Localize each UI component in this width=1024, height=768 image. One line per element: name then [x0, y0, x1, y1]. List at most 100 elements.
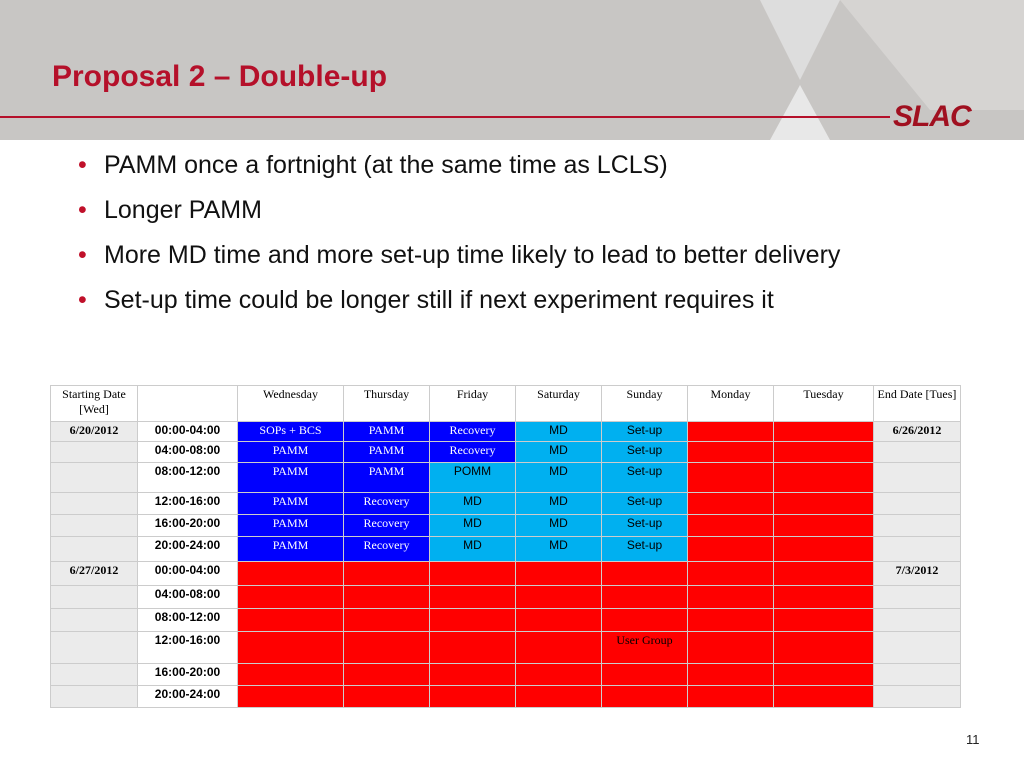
table-cell: 16:00-20:00 [137, 514, 238, 537]
table-cell: MD [429, 514, 516, 537]
table-cell: Recovery [343, 514, 430, 537]
table-cell [237, 608, 344, 632]
table-cell [773, 514, 874, 537]
logo: SLAC [893, 100, 972, 133]
table-cell [343, 685, 430, 708]
table-cell: 7/3/2012 [873, 561, 961, 586]
bullet: More MD time and more set-up time likely… [78, 233, 938, 278]
table-body: 6/20/2012 00:00-04:00 SOPs + BCS PAMM Recove… [50, 421, 961, 708]
table-cell: PAMM [237, 536, 344, 562]
table-cell: 6/27/2012 [50, 561, 138, 586]
table-cell: Recovery [429, 441, 516, 463]
table-cell [687, 421, 774, 442]
table-cell: MD [515, 421, 602, 442]
table-cell: MD [515, 441, 602, 463]
table-cell [773, 421, 874, 442]
table-cell [687, 536, 774, 562]
table-cell: 12:00-16:00 [137, 492, 238, 515]
column-header: Tuesday [773, 385, 874, 422]
table-cell [687, 514, 774, 537]
table-cell [687, 462, 774, 493]
table-cell [343, 608, 430, 632]
table-cell: PAMM [343, 462, 430, 493]
table-row: 16:00-20:00 PAMM Recovery MD MD Set-up [50, 514, 961, 537]
table-row: 20:00-24:00 [50, 685, 961, 708]
table-cell [237, 561, 344, 586]
column-header: Monday [687, 385, 774, 422]
schedule-table: Starting Date [Wed] Wednesday Thursday Frid… [50, 385, 961, 708]
table-cell [50, 663, 138, 686]
table-row: 12:00-16:00 User Group [50, 631, 961, 664]
table-cell [873, 492, 961, 515]
table-cell: Recovery [343, 536, 430, 562]
table-cell: SOPs + BCS [237, 421, 344, 442]
table-cell: 08:00-12:00 [137, 608, 238, 632]
table-cell [429, 631, 516, 664]
table-cell [50, 514, 138, 537]
column-header: Saturday [515, 385, 602, 422]
table-cell: Recovery [429, 421, 516, 442]
table-cell [873, 441, 961, 463]
table-cell [237, 663, 344, 686]
table-cell [873, 663, 961, 686]
table-cell [873, 585, 961, 609]
table-cell [773, 492, 874, 515]
table-cell [50, 462, 138, 493]
table-cell [687, 492, 774, 515]
table-cell [873, 462, 961, 493]
table-cell [873, 514, 961, 537]
header-row: Starting Date [Wed] Wednesday Thursday Frid… [50, 385, 961, 422]
decor [840, 0, 1024, 110]
table-cell: MD [429, 536, 516, 562]
table-cell: MD [515, 492, 602, 515]
table-cell [773, 462, 874, 493]
table-cell: 00:00-04:00 [137, 561, 238, 586]
table-cell [873, 536, 961, 562]
table-cell: Set-up [601, 492, 688, 515]
table-cell [515, 631, 602, 664]
table-cell: Recovery [343, 492, 430, 515]
table-cell [50, 631, 138, 664]
table-row: 08:00-12:00 [50, 608, 961, 632]
table-cell: Set-up [601, 536, 688, 562]
table-cell [873, 631, 961, 664]
column-header: End Date [Tues] [873, 385, 961, 422]
table-row: 6/27/2012 00:00-04:00 7/3/2012 [50, 561, 961, 586]
table-cell: MD [515, 514, 602, 537]
table-cell [773, 631, 874, 664]
table-cell [601, 608, 688, 632]
table-cell [429, 608, 516, 632]
table-cell [50, 685, 138, 708]
table-cell [773, 663, 874, 686]
table-cell [50, 441, 138, 463]
table-cell: MD [515, 462, 602, 493]
table-cell: PAMM [343, 421, 430, 442]
table-cell: 04:00-08:00 [137, 441, 238, 463]
bullet: Longer PAMM [78, 188, 938, 233]
bullet: PAMM once a fortnight (at the same time … [78, 143, 938, 188]
table-cell [237, 685, 344, 708]
table-cell [429, 663, 516, 686]
table-cell: 12:00-16:00 [137, 631, 238, 664]
table-cell [343, 585, 430, 609]
table-cell: 08:00-12:00 [137, 462, 238, 493]
table-cell: MD [429, 492, 516, 515]
table-cell [515, 585, 602, 609]
table-cell [50, 608, 138, 632]
table-row: 6/20/2012 00:00-04:00 SOPs + BCS PAMM Recove… [50, 421, 961, 442]
table-cell [687, 663, 774, 686]
table-cell [773, 536, 874, 562]
table-cell [601, 585, 688, 609]
table-cell: PAMM [343, 441, 430, 463]
table-cell [773, 561, 874, 586]
table-row: 04:00-08:00 [50, 585, 961, 609]
table-cell [601, 663, 688, 686]
table-cell: User Group [601, 631, 688, 664]
bullet-list: PAMM once a fortnight (at the same time … [78, 143, 938, 323]
column-header: Sunday [601, 385, 688, 422]
table-cell [687, 441, 774, 463]
table-cell [601, 561, 688, 586]
table-cell [429, 561, 516, 586]
